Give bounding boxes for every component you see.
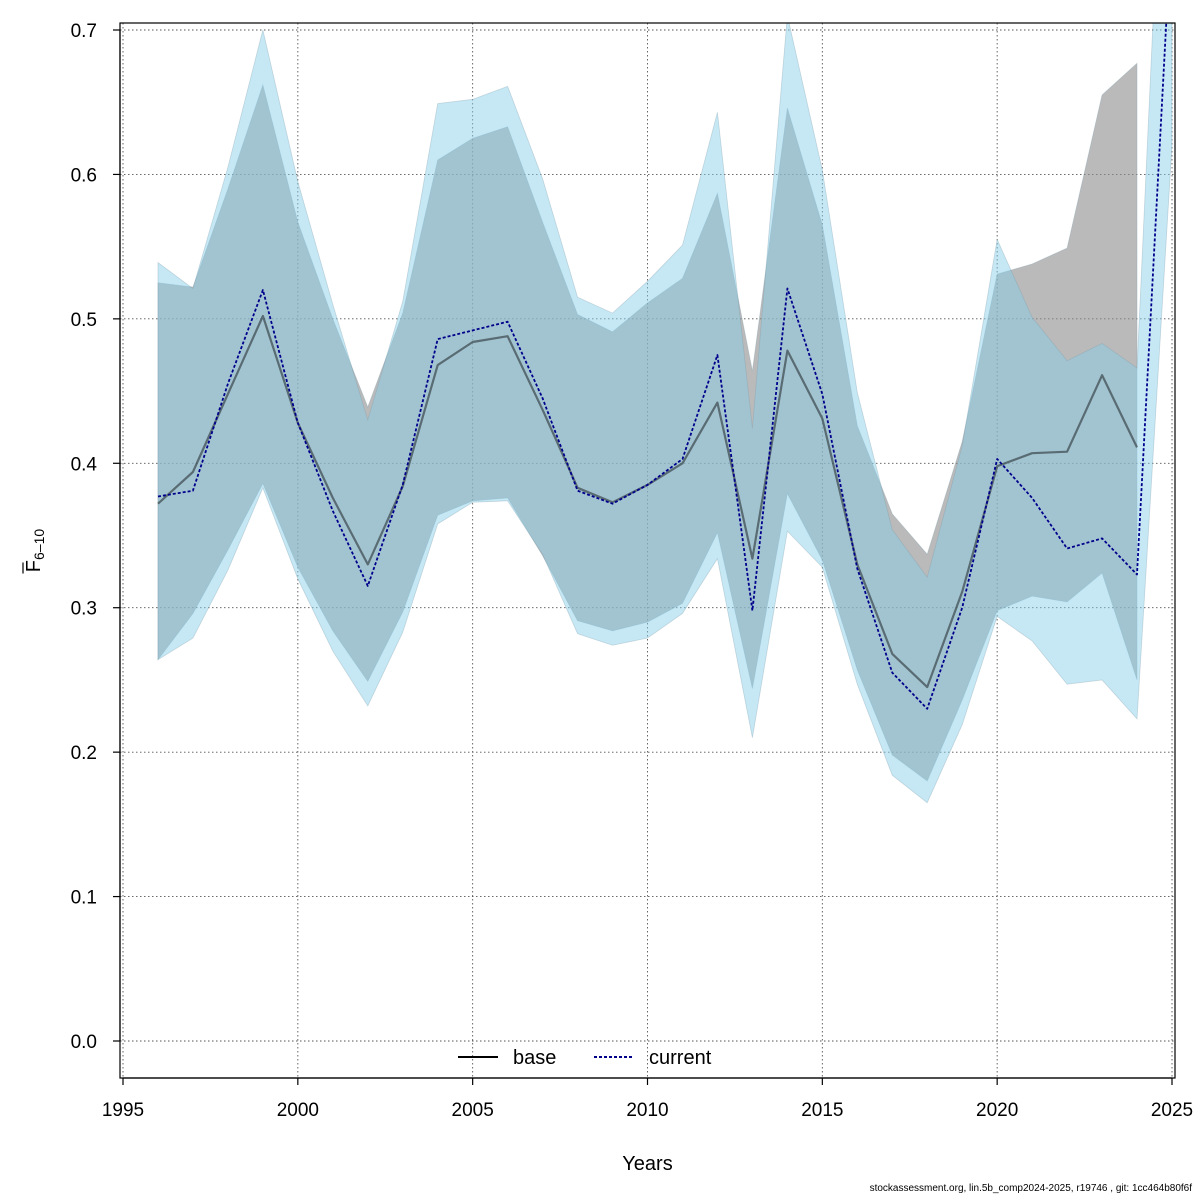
x-tick-label-2025: 2025 [1151, 1100, 1193, 1121]
x-tick-label-2015: 2015 [801, 1100, 843, 1121]
y-tick-label-3: 0.3 [71, 599, 97, 620]
y-axis-title: F6–10 [22, 529, 47, 574]
y-tick-label-6: 0.6 [71, 165, 97, 186]
x-axis-title: Years [622, 1153, 672, 1175]
y-tick-label-4: 0.4 [71, 454, 98, 475]
x-tick-label-2000: 2000 [277, 1100, 319, 1121]
series-lines [157, 23, 1168, 710]
y-axis-title-main: F [23, 560, 45, 572]
confidence-band-current [157, 23, 1173, 804]
y-tick-label-5: 0.5 [71, 310, 97, 331]
x-tick-label-2010: 2010 [626, 1100, 668, 1121]
y-tick-label-7: 0.7 [71, 21, 97, 42]
footer-credit: stockassessment.org, lin.5b_comp2024-202… [869, 1183, 1192, 1194]
legend-label-current: current [649, 1047, 712, 1069]
x-tick-label-2005: 2005 [452, 1100, 494, 1121]
x-tick-label-1995: 1995 [102, 1100, 144, 1121]
legend: base current [458, 1047, 712, 1069]
confidence-band-base [157, 62, 1138, 782]
x-tick-label-2020: 2020 [976, 1100, 1018, 1121]
svg-text:F6–10: F6–10 [23, 529, 47, 573]
axes: 1995 2000 2005 2010 2015 2020 2025 0.0 0.1 0.2 0.3… [71, 21, 1194, 1121]
y-tick-label-0: 0.0 [71, 1032, 97, 1053]
y-tick-label-2: 0.2 [71, 743, 97, 764]
y-tick-label-1: 0.1 [71, 888, 97, 909]
legend-label-base: base [513, 1047, 556, 1069]
confidence-bands [157, 23, 1173, 804]
y-axis-title-subscript: 6–10 [31, 529, 47, 560]
